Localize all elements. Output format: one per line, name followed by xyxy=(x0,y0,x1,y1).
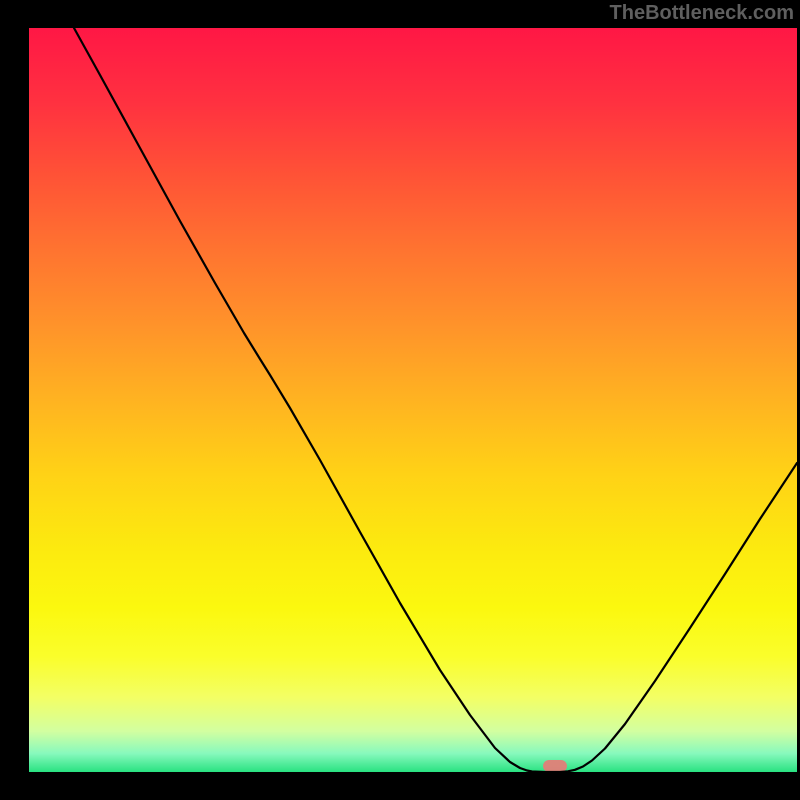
chart-container: TheBottleneck.com xyxy=(0,0,800,800)
minimum-marker xyxy=(543,760,567,772)
bottleneck-chart xyxy=(0,0,800,800)
plot-background xyxy=(29,28,797,772)
watermark-text: TheBottleneck.com xyxy=(610,2,794,25)
